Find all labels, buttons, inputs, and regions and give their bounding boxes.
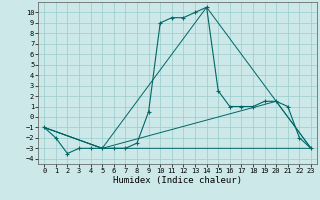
X-axis label: Humidex (Indice chaleur): Humidex (Indice chaleur)	[113, 176, 242, 185]
